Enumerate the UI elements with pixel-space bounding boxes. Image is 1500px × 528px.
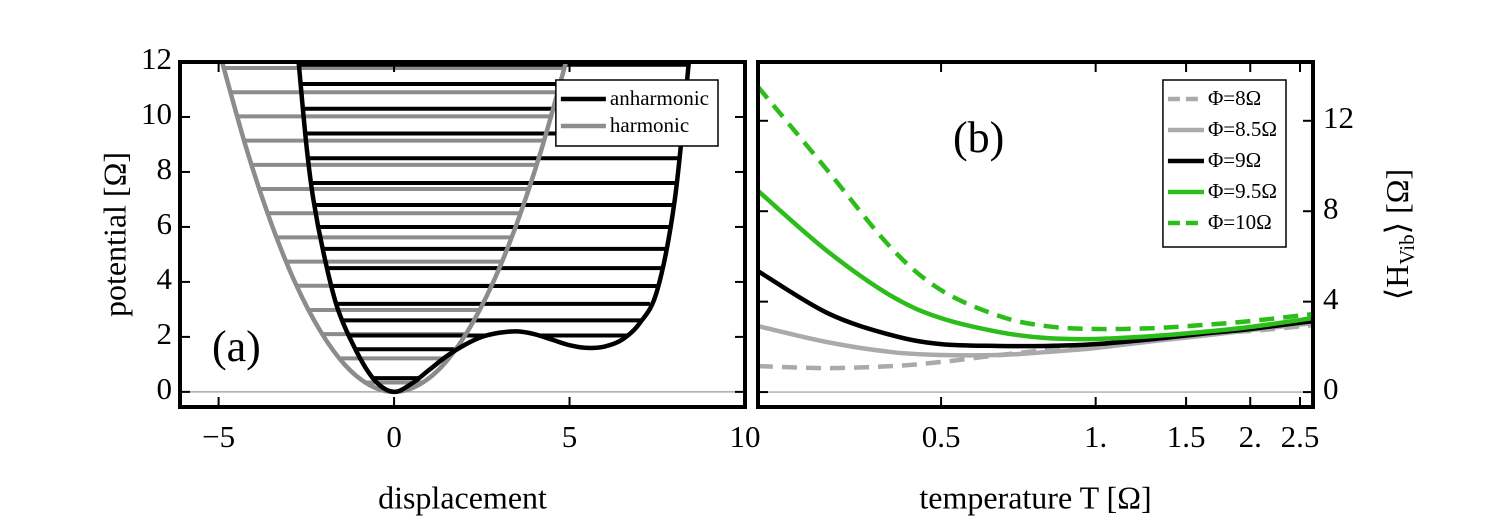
- y-tick-label: 4: [157, 261, 173, 296]
- plot-area: [758, 85, 1313, 371]
- y-axis-label: potential [Ω]: [96, 152, 132, 317]
- legend: Φ=8Ω Φ=8.5Ω Φ=9Ω Φ=9.5Ω Φ=10Ω: [1162, 79, 1287, 248]
- legend-label: Φ=10Ω: [1208, 210, 1272, 234]
- legend-label: Φ=8Ω: [1208, 86, 1261, 110]
- y-axis-label-part: ⟨H: [1379, 265, 1415, 301]
- y-tick-label: 10: [141, 96, 172, 131]
- legend-box: [555, 79, 719, 147]
- y-tick-label: 0: [157, 371, 173, 406]
- legend-box: [1162, 79, 1287, 248]
- legend-label: Φ=8.5Ω: [1208, 117, 1277, 141]
- y-tick-label: 8: [157, 151, 173, 186]
- x-tick-label: 0: [386, 419, 402, 454]
- panel-label: (a): [212, 322, 261, 371]
- x-tick-label: 0.5: [922, 419, 961, 454]
- curve: [758, 189, 1313, 342]
- curve: [758, 85, 1313, 332]
- x-tick-label: −5: [202, 419, 235, 454]
- x-tick-label: 2.: [1239, 419, 1262, 454]
- legend-label: harmonic: [610, 113, 689, 137]
- x-tick-label: 1.: [1084, 419, 1107, 454]
- x-tick-label: 5: [562, 419, 578, 454]
- x-tick-label: 2.5: [1281, 419, 1320, 454]
- y-axis-label-part: Vib: [1395, 234, 1419, 264]
- y-tick-label: 4: [1323, 281, 1339, 316]
- plot-frame: [178, 60, 747, 409]
- legend: anharmonic harmonic: [555, 79, 719, 147]
- x-axis-label: temperature T [Ω]: [919, 479, 1151, 515]
- y-axis-label-part: ⟩ [Ω]: [1379, 169, 1415, 235]
- curve: [296, 62, 692, 395]
- y-tick-label: 6: [157, 206, 173, 241]
- x-tick-label: 1.5: [1167, 419, 1206, 454]
- legend-label: anharmonic: [610, 86, 709, 110]
- y-tick-label: 12: [1323, 100, 1354, 135]
- y-tick-label: 2: [157, 316, 173, 351]
- legend-label: Φ=9.5Ω: [1208, 179, 1277, 203]
- y-axis-label: ⟨HVib⟩ [Ω]: [1379, 169, 1418, 300]
- x-axis-label: displacement: [378, 479, 547, 515]
- x-tick-label: 10: [730, 419, 761, 454]
- panel-label: (b): [953, 113, 1004, 162]
- y-tick-label: 0: [1323, 371, 1339, 406]
- plot-frame: [756, 60, 1315, 409]
- y-tick-label: 12: [141, 41, 172, 76]
- y-tick-label: 8: [1323, 190, 1339, 225]
- curve: [758, 269, 1313, 349]
- legend-label: Φ=9Ω: [1208, 148, 1261, 172]
